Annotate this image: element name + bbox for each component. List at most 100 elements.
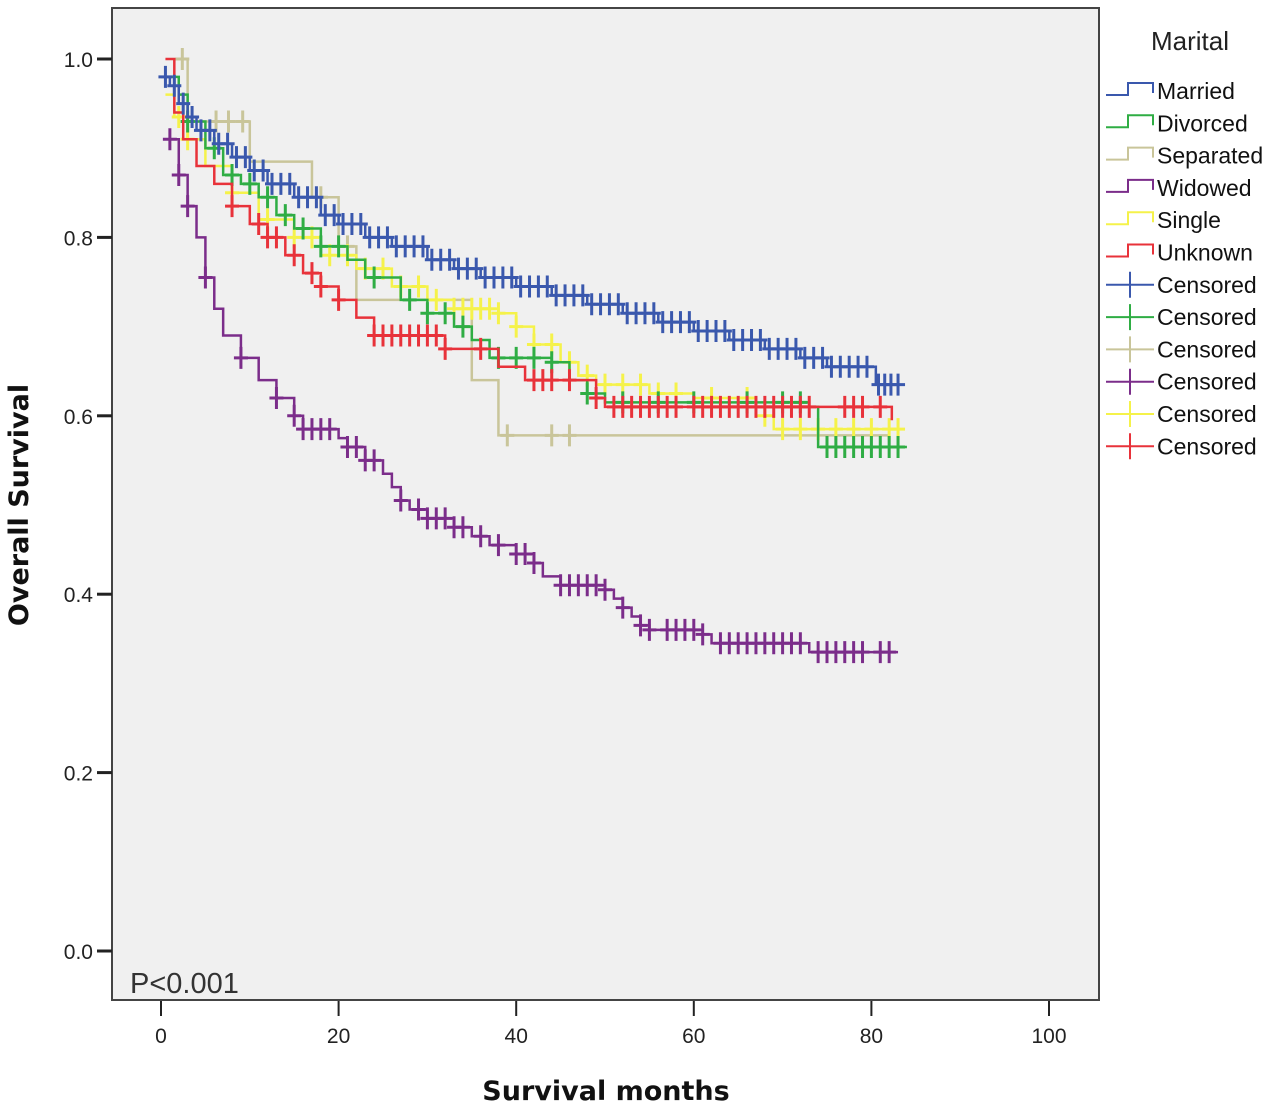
censor-mark xyxy=(233,346,248,369)
censor-mark xyxy=(167,74,182,97)
censor-mark xyxy=(753,328,768,351)
censor-mark xyxy=(304,226,319,249)
series-layer xyxy=(158,48,907,664)
censor-mark xyxy=(633,614,648,637)
censor-mark xyxy=(669,395,684,418)
legend-step-swatch xyxy=(1106,82,1154,96)
p-value-annotation: P<0.001 xyxy=(130,968,239,1000)
censor-mark xyxy=(420,302,435,325)
legend-label: Censored xyxy=(1157,401,1257,427)
y-tick-label: 0.2 xyxy=(64,763,93,786)
censor-mark xyxy=(176,92,191,115)
legend-censor-swatch xyxy=(1106,336,1154,363)
censor-mark xyxy=(327,204,342,227)
censor-mark xyxy=(221,110,236,133)
censor-mark xyxy=(225,195,240,218)
censor-mark xyxy=(198,266,213,289)
legend-item: Widowed xyxy=(1106,175,1252,201)
censor-mark xyxy=(873,395,888,418)
legend: Marital Married Divorced Separated Widowed S… xyxy=(1106,26,1263,460)
censor-mark xyxy=(438,302,453,325)
y-tick-label: 0.4 xyxy=(64,584,94,607)
censor-mark xyxy=(353,213,368,236)
censor-mark xyxy=(473,337,488,360)
censor-mark xyxy=(891,436,906,459)
censor-mark xyxy=(788,337,803,360)
censor-mark xyxy=(313,235,328,258)
censor-mark xyxy=(775,418,790,441)
censor-mark xyxy=(589,386,604,409)
censor-mark xyxy=(367,449,382,472)
y-tick-label: 0.0 xyxy=(64,941,93,964)
censor-mark xyxy=(202,119,217,142)
censor-mark xyxy=(282,172,297,195)
censor-mark xyxy=(575,284,590,307)
censor-mark xyxy=(544,369,559,392)
legend-label: Separated xyxy=(1157,143,1263,169)
censor-mark xyxy=(331,288,346,311)
censor-mark xyxy=(349,436,364,459)
legend-censor-swatch xyxy=(1106,304,1154,331)
censor-mark xyxy=(455,516,470,539)
y-axis-title: Overall Survival xyxy=(4,384,35,626)
censor-mark xyxy=(175,48,190,70)
censor-mark xyxy=(500,424,515,447)
survival-step-line xyxy=(165,57,894,421)
legend-item: Censored xyxy=(1106,368,1257,395)
x-tick-label: 100 xyxy=(1031,1025,1066,1048)
censor-mark xyxy=(646,302,661,325)
censor-mark xyxy=(380,226,395,249)
legend-item: Censored xyxy=(1106,336,1257,363)
censor-mark xyxy=(793,418,808,441)
censor-mark xyxy=(855,395,870,418)
legend-step-swatch xyxy=(1106,243,1154,258)
legend-label: Censored xyxy=(1157,304,1257,330)
censor-mark xyxy=(455,315,470,338)
series-widowed xyxy=(162,128,899,664)
censor-mark xyxy=(491,302,506,325)
censor-mark xyxy=(260,186,275,209)
x-tick-label: 20 xyxy=(327,1025,350,1048)
legend-title: Marital xyxy=(1151,26,1229,56)
censor-mark xyxy=(526,346,541,369)
censor-mark xyxy=(269,226,284,249)
censor-mark xyxy=(313,275,328,298)
censor-mark xyxy=(225,163,240,186)
legend-label: Married xyxy=(1157,78,1235,104)
censor-mark xyxy=(442,248,457,271)
legend-step-swatch xyxy=(1106,211,1154,226)
censor-mark xyxy=(185,105,200,128)
censor-mark xyxy=(429,288,444,311)
censor-mark xyxy=(469,257,484,280)
censor-mark xyxy=(242,172,257,195)
legend-step-swatch xyxy=(1106,146,1154,161)
censor-mark xyxy=(415,235,430,258)
censor-mark xyxy=(682,311,697,334)
censor-mark xyxy=(473,525,488,548)
x-tick-label: 80 xyxy=(860,1025,883,1048)
censor-mark xyxy=(402,288,417,311)
legend-censor-swatch xyxy=(1106,401,1154,427)
censor-mark xyxy=(309,186,324,209)
censor-mark xyxy=(278,204,293,227)
legend-item: Censored xyxy=(1106,304,1257,330)
censor-mark xyxy=(544,424,559,447)
censor-mark xyxy=(615,596,630,619)
censor-mark xyxy=(322,418,337,441)
legend-label: Censored xyxy=(1157,369,1257,395)
censor-mark xyxy=(802,395,817,418)
legend-label: Censored xyxy=(1157,336,1257,362)
censor-mark xyxy=(598,373,612,396)
censor-mark xyxy=(611,293,626,316)
censor-mark xyxy=(393,489,408,512)
censor-mark xyxy=(580,382,595,405)
censor-mark xyxy=(238,146,253,169)
censor-mark xyxy=(859,355,874,378)
legend-item: Married xyxy=(1106,78,1235,104)
censor-mark xyxy=(504,266,519,289)
censor-mark xyxy=(376,257,390,280)
series-married xyxy=(158,65,906,396)
censor-mark xyxy=(562,424,577,447)
censor-mark xyxy=(367,266,382,289)
censor-mark xyxy=(598,578,612,601)
